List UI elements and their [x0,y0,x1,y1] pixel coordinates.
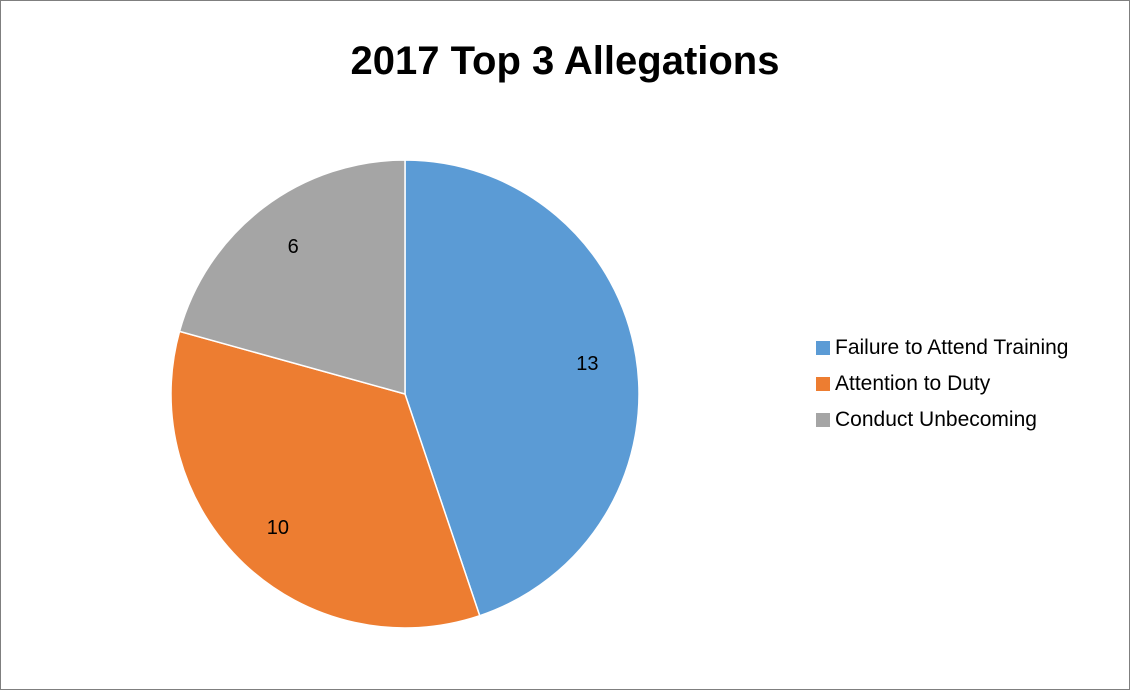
chart-title: 2017 Top 3 Allegations [350,39,780,83]
data-label: 10 [267,517,289,539]
legend-label: Failure to Attend Training [835,336,1069,359]
legend: Failure to Attend Training Attention to … [816,334,1068,442]
legend-label: Conduct Unbecoming [835,408,1037,431]
legend-swatch [816,377,830,391]
legend-swatch [816,341,830,355]
legend-item-attention-to-duty: Attention to Duty [816,370,1068,398]
pie-slice-failure-to-attend-training [404,159,640,617]
pie-slice-attention-to-duty [170,330,481,629]
legend-swatch [816,413,830,427]
legend-item-conduct-unbecoming: Conduct Unbecoming [816,406,1068,434]
data-label: 6 [288,236,299,258]
pie-slice-conduct-unbecoming [178,159,406,395]
legend-label: Attention to Duty [835,372,991,395]
legend-item-failure-to-attend-training: Failure to Attend Training [816,334,1068,362]
data-label: 13 [576,353,598,375]
